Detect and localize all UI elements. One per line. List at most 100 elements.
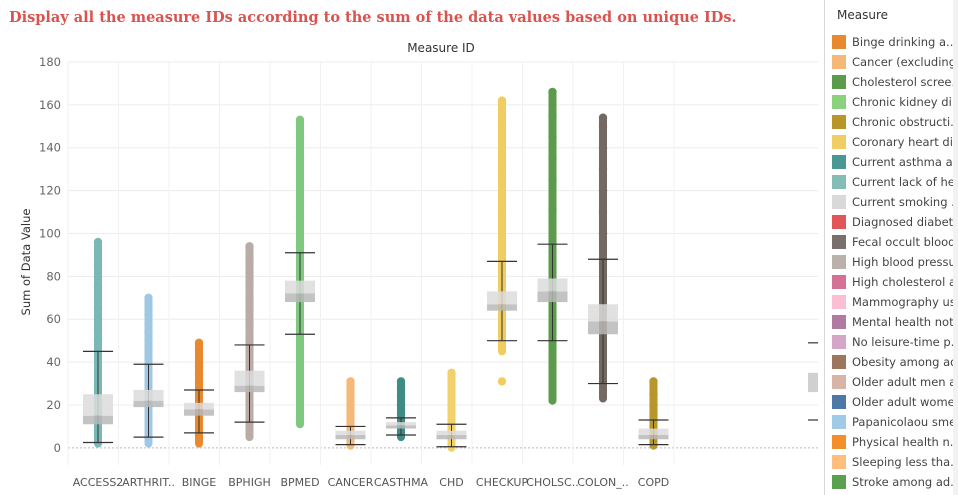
data-point: [447, 394, 456, 403]
data-point: [598, 113, 608, 122]
legend-item[interactable]: High blood pressu..: [832, 252, 958, 272]
legend-item[interactable]: Chronic kidney di..: [832, 92, 958, 112]
legend-item[interactable]: Current asthma a..: [832, 152, 958, 172]
partial-box: [808, 372, 818, 393]
legend-item[interactable]: Obesity among ad..: [832, 352, 958, 372]
box-series-casthma: [386, 377, 416, 442]
data-point: [548, 154, 557, 163]
data-point: [497, 377, 507, 386]
data-point: [93, 255, 103, 264]
legend-scrollbar[interactable]: [953, 0, 958, 495]
legend-swatch: [832, 175, 846, 189]
data-point: [194, 353, 204, 363]
legend-item[interactable]: No leisure-time p..: [832, 332, 958, 352]
legend-swatch: [832, 55, 846, 69]
data-point: [346, 417, 355, 427]
data-point: [245, 242, 254, 251]
legend-title: Measure: [837, 8, 888, 22]
data-point: [144, 345, 153, 354]
data-point: [649, 377, 658, 386]
data-point: [93, 272, 103, 281]
x-tick-label: BPHIGH: [228, 476, 271, 489]
legend-label: Chronic kidney di..: [852, 95, 956, 109]
legend-item[interactable]: Mental health not..: [832, 312, 958, 332]
x-tick-label: CHD: [439, 476, 463, 489]
legend-swatch: [832, 295, 846, 309]
data-point: [245, 293, 254, 302]
legend-label: High cholesterol a..: [852, 275, 956, 289]
data-point: [598, 164, 608, 174]
x-tick-label: BPMED: [280, 476, 319, 489]
legend-swatch: [832, 435, 846, 449]
legend-item[interactable]: Current smoking ..: [832, 192, 958, 212]
data-point: [93, 261, 103, 270]
data-point: [295, 212, 305, 221]
legend-swatch: [832, 375, 846, 389]
legend-item[interactable]: Mammography us..: [832, 292, 958, 312]
data-point: [447, 368, 456, 378]
data-point: [649, 390, 658, 399]
box-series-checkup: [487, 96, 517, 386]
box-upper: [487, 291, 517, 305]
data-point: [93, 282, 103, 292]
y-tick-label: 80: [46, 269, 61, 283]
box-lower: [386, 425, 416, 429]
data-point: [144, 310, 153, 320]
data-point: [396, 383, 406, 393]
legend-item[interactable]: Stroke among ad..: [832, 472, 958, 492]
legend-item[interactable]: Binge drinking a..: [832, 32, 958, 52]
legend-item[interactable]: Papanicolaou sme..: [832, 412, 958, 432]
data-point: [598, 143, 608, 152]
legend-item[interactable]: Sleeping less tha..: [832, 452, 958, 472]
data-point: [245, 332, 254, 341]
y-tick-label: 40: [46, 355, 61, 369]
data-point: [346, 377, 355, 386]
data-point: [194, 345, 204, 354]
data-point: [548, 205, 557, 215]
data-point: [396, 400, 406, 410]
legend-item[interactable]: Diagnosed diabet..: [832, 212, 958, 232]
legend-item[interactable]: Older adult wome..: [832, 392, 958, 412]
data-point: [598, 186, 608, 195]
legend-label: Diagnosed diabet..: [852, 215, 956, 229]
legend-item[interactable]: Older adult men a..: [832, 372, 958, 392]
legend-item[interactable]: Cancer (excluding..: [832, 52, 958, 72]
legend-item[interactable]: Fecal occult blood..: [832, 232, 958, 252]
box-upper: [588, 304, 618, 322]
legend-label: Obesity among ad..: [852, 355, 956, 369]
data-point: [194, 370, 204, 380]
legend-label: Current asthma a..: [852, 155, 956, 169]
legend-item[interactable]: High cholesterol a..: [832, 272, 958, 292]
box-upper: [285, 280, 315, 294]
legend-label: Papanicolaou sme..: [852, 415, 956, 429]
data-point: [548, 175, 557, 185]
y-tick-label: 120: [39, 184, 61, 198]
data-point: [548, 111, 557, 120]
legend-item[interactable]: Chronic obstructi..: [832, 112, 958, 132]
data-point: [295, 154, 305, 163]
x-tick-label: BINGE: [182, 476, 217, 489]
legend-label: Cancer (excluding..: [852, 55, 956, 69]
legend-item[interactable]: Current lack of he..: [832, 172, 958, 192]
data-point: [447, 405, 456, 414]
data-point: [346, 400, 355, 410]
data-point: [295, 197, 305, 206]
box-lower: [285, 293, 315, 303]
data-point: [346, 409, 355, 418]
legend-item[interactable]: Coronary heart di..: [832, 132, 958, 152]
legend-swatch: [832, 275, 846, 289]
data-point: [497, 186, 507, 195]
data-point: [93, 336, 103, 345]
box-lower: [335, 434, 366, 440]
data-point: [144, 319, 153, 328]
legend-swatch: [832, 395, 846, 409]
data-point: [497, 164, 507, 174]
legend-panel[interactable]: Measure Binge drinking a.. Cancer (exclud…: [824, 0, 958, 495]
legend-item[interactable]: Cholesterol scree..: [832, 72, 958, 92]
legend-item[interactable]: Physical health n..: [832, 432, 958, 452]
legend-label: High blood pressu..: [852, 255, 956, 269]
data-point: [295, 242, 305, 251]
y-tick-label: 180: [39, 55, 61, 69]
legend-swatch: [832, 255, 846, 269]
data-point: [245, 267, 254, 277]
